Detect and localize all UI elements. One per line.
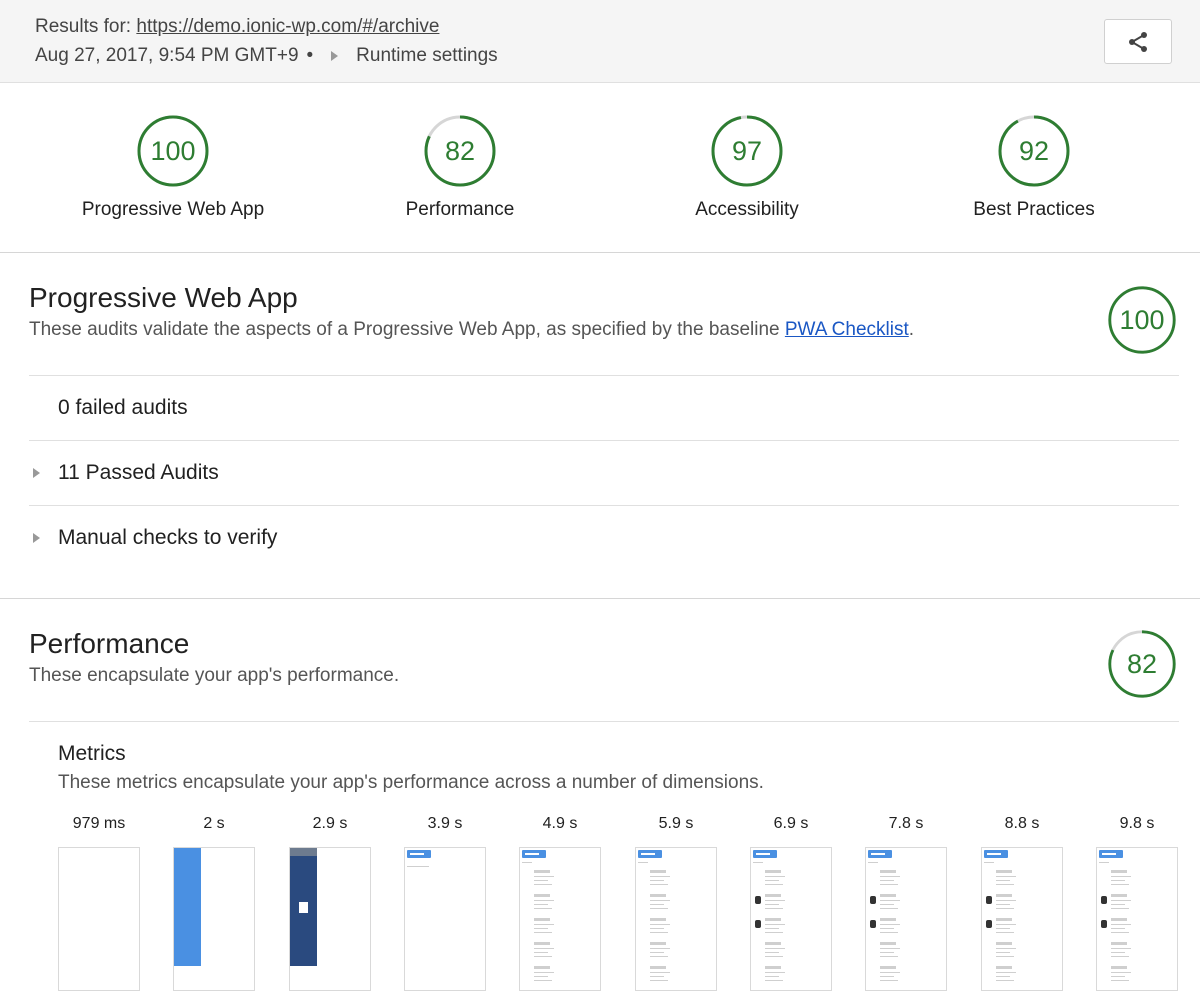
gauge-arc bbox=[711, 115, 783, 187]
score-label: Progressive Web App bbox=[81, 199, 265, 220]
gauge-arc bbox=[137, 115, 209, 187]
splash-screen bbox=[174, 848, 201, 966]
performance-section-desc: These encapsulate your app's performance… bbox=[29, 665, 400, 686]
divider bbox=[29, 375, 1179, 376]
gauge-ring bbox=[711, 115, 783, 187]
filmstrip-frame bbox=[404, 847, 486, 991]
expand-caret-icon bbox=[33, 468, 40, 478]
filmstrip-frame bbox=[750, 847, 832, 991]
pwa-section-desc: These audits validate the aspects of a P… bbox=[29, 319, 914, 341]
gauge-arc bbox=[1108, 286, 1176, 354]
score-value: 100 bbox=[150, 135, 196, 166]
filmstrip-time: 8.8 s bbox=[1004, 815, 1040, 832]
pwa-section-score: 100 bbox=[1106, 284, 1178, 356]
score-value: 100 bbox=[1119, 304, 1165, 335]
report-header: Results for: https://demo.ionic-wp.com/#… bbox=[0, 0, 1200, 83]
share-button[interactable] bbox=[1104, 19, 1172, 64]
score-value: 97 bbox=[731, 135, 763, 166]
filmstrip-frame bbox=[635, 847, 717, 991]
score-gauge: 100 bbox=[135, 113, 211, 189]
filmstrip-frame bbox=[173, 847, 255, 991]
gauge-ring bbox=[1108, 630, 1176, 698]
score-gauge: 97 bbox=[709, 113, 785, 189]
pwa-section-title: Progressive Web App bbox=[29, 282, 298, 313]
score-label: Performance bbox=[405, 199, 515, 220]
metrics-title: Metrics bbox=[58, 742, 126, 765]
filmstrip-time: 7.8 s bbox=[888, 815, 924, 832]
passed-audits-toggle[interactable]: 11 Passed Audits bbox=[29, 441, 1179, 505]
manual-checks-toggle[interactable]: Manual checks to verify bbox=[29, 506, 1179, 570]
performance-section-score: 82 bbox=[1106, 628, 1178, 700]
gauge-ring bbox=[137, 115, 209, 187]
gauge-ring bbox=[998, 115, 1070, 187]
divider bbox=[29, 440, 1179, 441]
filmstrip-time: 6.9 s bbox=[773, 815, 809, 832]
results-for: Results for: https://demo.ionic-wp.com/#… bbox=[35, 16, 439, 38]
expand-caret-icon bbox=[33, 533, 40, 543]
score-value: 82 bbox=[1126, 648, 1158, 679]
score-gauge: 82 bbox=[422, 113, 498, 189]
filmstrip-frame bbox=[865, 847, 947, 991]
gauge-ring bbox=[424, 115, 496, 187]
filmstrip-frame bbox=[519, 847, 601, 991]
score-value: 92 bbox=[1018, 135, 1050, 166]
gauge-arc bbox=[1108, 630, 1176, 698]
metrics-desc: These metrics encapsulate your app's per… bbox=[58, 772, 764, 793]
share-icon bbox=[1129, 31, 1147, 52]
passed-audits-label: 11 Passed Audits bbox=[58, 461, 219, 484]
expand-caret-icon[interactable] bbox=[331, 51, 339, 61]
audited-url-link[interactable]: https://demo.ionic-wp.com/#/archive bbox=[136, 16, 440, 37]
gauge-arc bbox=[998, 115, 1070, 187]
filmstrip-time: 9.8 s bbox=[1119, 815, 1155, 832]
pwa-desc-text: These audits validate the aspects of a P… bbox=[29, 319, 785, 340]
score-gauge: 92 bbox=[996, 113, 1072, 189]
filmstrip-time: 2.9 s bbox=[312, 815, 348, 832]
divider bbox=[29, 505, 1179, 506]
filmstrip-frame bbox=[289, 847, 371, 991]
failed-audits-row: 0 failed audits bbox=[29, 376, 1179, 440]
filmstrip-time: 3.9 s bbox=[427, 815, 463, 832]
score-value: 82 bbox=[444, 135, 476, 166]
filmstrip-frame bbox=[981, 847, 1063, 991]
filmstrip-time: 4.9 s bbox=[542, 815, 578, 832]
pwa-desc-end: . bbox=[908, 319, 915, 340]
score-summary: 100 Progressive Web App 82 Performance 9… bbox=[0, 83, 1200, 253]
results-prefix: Results for: bbox=[35, 16, 137, 37]
report-meta: Aug 27, 2017, 9:54 PM GMT+9 • Runtime se… bbox=[35, 45, 498, 67]
divider bbox=[29, 721, 1179, 722]
report-date: Aug 27, 2017, 9:54 PM GMT+9 bbox=[35, 45, 299, 66]
pwa-checklist-link[interactable]: PWA Checklist bbox=[784, 319, 909, 340]
runtime-settings-toggle[interactable]: Runtime settings bbox=[356, 45, 498, 66]
splash-screen bbox=[290, 848, 317, 966]
filmstrip-frame bbox=[1096, 847, 1178, 991]
score-label: Accessibility bbox=[695, 199, 799, 220]
gauge-arc bbox=[424, 115, 496, 187]
failed-audits-label: 0 failed audits bbox=[58, 396, 188, 419]
section-divider bbox=[0, 598, 1200, 599]
filmstrip-time: 2 s bbox=[203, 815, 225, 832]
filmstrip-time: 979 ms bbox=[72, 815, 126, 832]
manual-checks-label: Manual checks to verify bbox=[58, 526, 278, 549]
gauge-ring bbox=[1108, 286, 1176, 354]
filmstrip-time: 5.9 s bbox=[658, 815, 694, 832]
filmstrip-frame bbox=[58, 847, 140, 991]
performance-section-title: Performance bbox=[29, 628, 190, 659]
score-label: Best Practices bbox=[973, 199, 1095, 220]
separator-dot: • bbox=[306, 45, 314, 66]
